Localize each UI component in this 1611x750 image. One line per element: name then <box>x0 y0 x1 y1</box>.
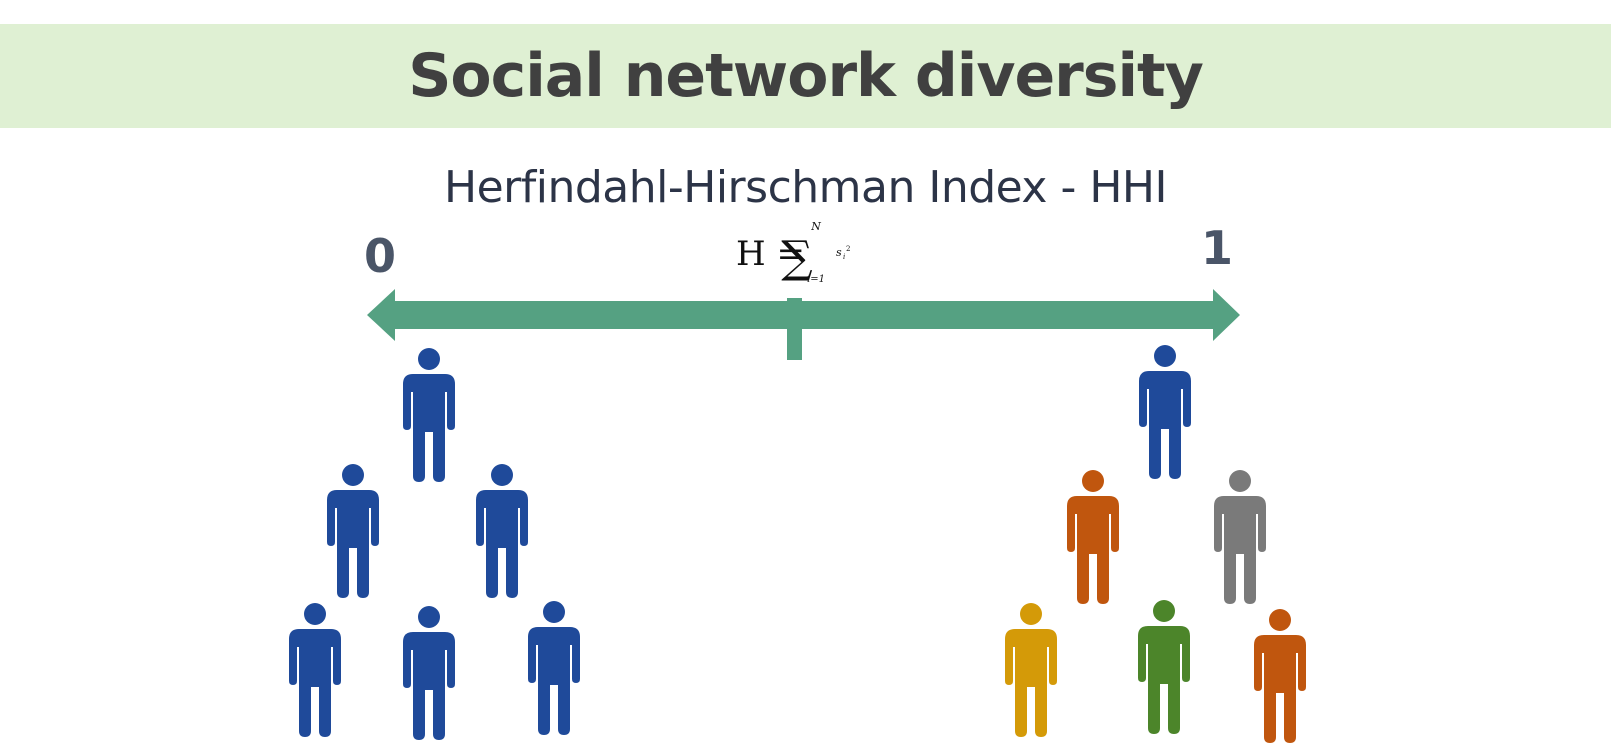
slide-title: Social network diversity <box>408 41 1204 111</box>
double-arrow-icon <box>367 289 1240 341</box>
scale-min-label: 0 <box>364 229 396 283</box>
person-green-icon <box>1138 600 1190 734</box>
person-blue-icon <box>403 348 455 482</box>
formula-sum-symbol: ∑ <box>781 232 812 283</box>
person-blue-icon <box>528 601 580 735</box>
formula-term-subscript: i <box>843 253 845 261</box>
hhi-axis <box>367 289 1240 360</box>
formula-term: s <box>836 246 842 259</box>
low-diversity-group <box>289 348 580 740</box>
axis-midpoint-tick <box>787 298 802 360</box>
person-gray-icon <box>1214 470 1266 604</box>
person-blue-icon <box>476 464 528 598</box>
person-blue-icon <box>1139 345 1191 479</box>
hhi-formula: H = ∑ N i=1 s i 2 <box>736 220 850 285</box>
person-blue-icon <box>403 606 455 740</box>
high-diversity-group <box>1005 345 1306 743</box>
title-banner <box>0 24 1611 128</box>
person-orange-icon <box>1067 470 1119 604</box>
person-yellow-icon <box>1005 603 1057 737</box>
person-blue-icon <box>289 603 341 737</box>
formula-lower-limit: i=1 <box>807 274 825 285</box>
person-blue-icon <box>327 464 379 598</box>
formula-lhs: H = <box>736 234 805 274</box>
person-orange-icon <box>1254 609 1306 743</box>
index-name: Herfindahl-Hirschman Index - HHI <box>444 162 1167 213</box>
formula-term-exponent: 2 <box>846 245 850 253</box>
formula-upper-limit: N <box>810 220 821 233</box>
scale-max-label: 1 <box>1201 221 1233 275</box>
